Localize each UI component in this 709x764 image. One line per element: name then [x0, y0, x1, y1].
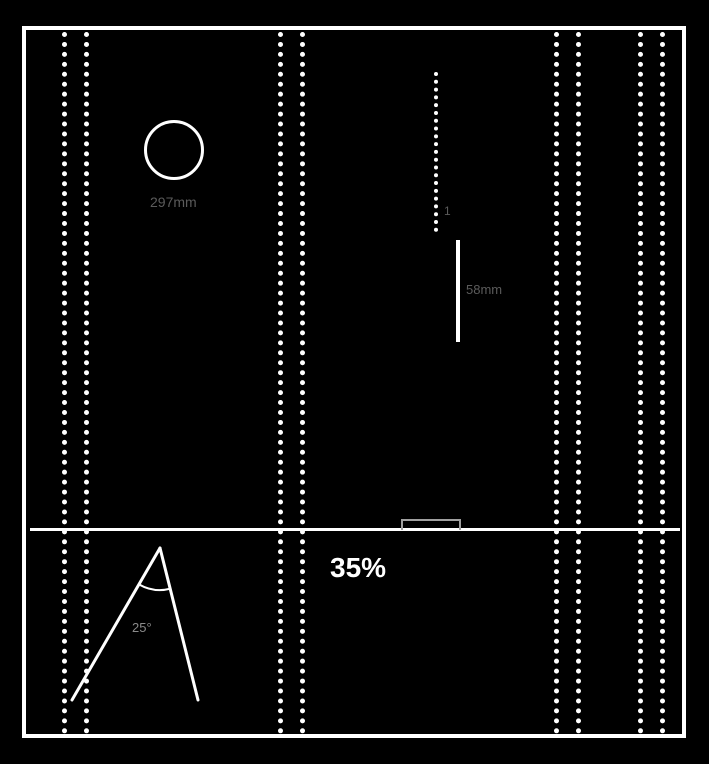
vertical-guide: [434, 72, 438, 232]
short-bar-length-label: 58mm: [466, 282, 502, 297]
vertical-guide: [660, 32, 665, 734]
vertical-guide: [84, 32, 89, 734]
diagram-canvas: 297mm 58mm 1 35% 25°: [0, 0, 709, 764]
vertical-guide: [62, 32, 67, 734]
angle-indicator: [62, 538, 208, 710]
angle-value-label: 25°: [132, 620, 152, 635]
vertical-guide: [576, 32, 581, 734]
vertical-guide: [300, 32, 305, 734]
outer-border: [22, 26, 686, 738]
horizontal-divider: [30, 528, 680, 531]
short-measure-bar: [456, 240, 460, 342]
vertical-guide: [638, 32, 643, 734]
horizontal-mid-bracket: [400, 518, 462, 532]
circle-diameter-label: 297mm: [150, 194, 197, 210]
tiny-marker-label: 1: [444, 204, 451, 218]
vertical-guide: [554, 32, 559, 734]
measure-circle: [144, 120, 204, 180]
percent-label: 35%: [330, 552, 386, 584]
vertical-guide: [278, 32, 283, 734]
